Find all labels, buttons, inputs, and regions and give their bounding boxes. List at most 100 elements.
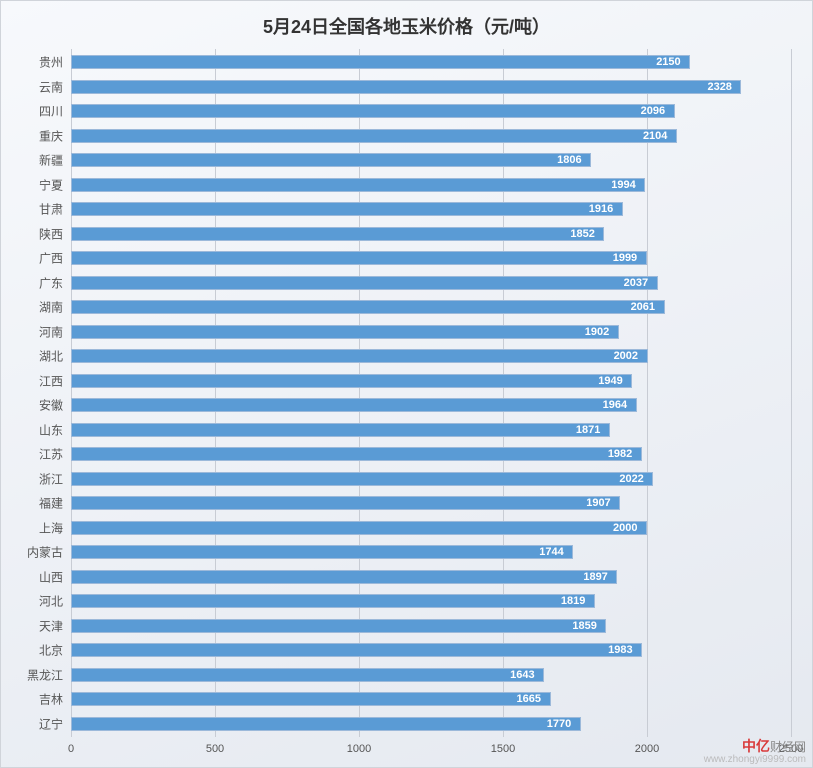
y-category-label: 广西 bbox=[39, 250, 71, 267]
y-category-label: 云南 bbox=[39, 78, 71, 95]
chart-container: 5月24日全国各地玉米价格（元/吨） 05001000150020002500 … bbox=[0, 0, 813, 768]
bar-value-label: 1665 bbox=[517, 693, 541, 705]
y-category-label: 四川 bbox=[39, 103, 71, 120]
bar-value-label: 1859 bbox=[572, 620, 596, 632]
x-tick-label: 0 bbox=[68, 743, 74, 755]
y-category-label: 宁夏 bbox=[39, 176, 71, 193]
bar-row: 新疆1806 bbox=[71, 153, 791, 167]
bar-row: 吉林1665 bbox=[71, 692, 791, 706]
y-category-label: 北京 bbox=[39, 642, 71, 659]
bar-value-label: 2000 bbox=[613, 522, 637, 534]
bar-row: 山西1897 bbox=[71, 570, 791, 584]
bar bbox=[71, 643, 642, 657]
bar bbox=[71, 594, 595, 608]
bar-row: 江西1949 bbox=[71, 374, 791, 388]
bar bbox=[71, 153, 591, 167]
y-category-label: 重庆 bbox=[39, 127, 71, 144]
y-category-label: 甘肃 bbox=[39, 201, 71, 218]
y-category-label: 内蒙古 bbox=[27, 544, 71, 561]
y-category-label: 江西 bbox=[39, 372, 71, 389]
bar bbox=[71, 55, 690, 69]
bar bbox=[71, 398, 637, 412]
y-category-label: 湖北 bbox=[39, 348, 71, 365]
bar-value-label: 1806 bbox=[557, 154, 581, 166]
y-category-label: 广东 bbox=[39, 274, 71, 291]
bar bbox=[71, 521, 647, 535]
bar-value-label: 1770 bbox=[547, 718, 571, 730]
y-category-label: 浙江 bbox=[39, 470, 71, 487]
bar-row: 天津1859 bbox=[71, 619, 791, 633]
bar-row: 北京1983 bbox=[71, 643, 791, 657]
bar-value-label: 1994 bbox=[611, 179, 635, 191]
bar-value-label: 1982 bbox=[608, 448, 632, 460]
bar bbox=[71, 276, 658, 290]
bar-value-label: 2096 bbox=[641, 105, 665, 117]
bar-value-label: 1949 bbox=[598, 375, 622, 387]
y-category-label: 江苏 bbox=[39, 446, 71, 463]
bar-value-label: 1871 bbox=[576, 424, 600, 436]
y-category-label: 陕西 bbox=[39, 225, 71, 242]
y-category-label: 贵州 bbox=[39, 54, 71, 71]
bar-row: 甘肃1916 bbox=[71, 202, 791, 216]
bar-value-label: 2022 bbox=[619, 473, 643, 485]
y-category-label: 辽宁 bbox=[39, 715, 71, 732]
bar-value-label: 2328 bbox=[707, 81, 731, 93]
y-category-label: 山东 bbox=[39, 421, 71, 438]
bar-row: 重庆2104 bbox=[71, 129, 791, 143]
bar-row: 黑龙江1643 bbox=[71, 668, 791, 682]
bar bbox=[71, 423, 610, 437]
bar bbox=[71, 325, 619, 339]
bar-row: 安徽1964 bbox=[71, 398, 791, 412]
bar-row: 浙江2022 bbox=[71, 472, 791, 486]
bar-value-label: 1902 bbox=[585, 326, 609, 338]
bar bbox=[71, 251, 647, 265]
bar-row: 辽宁1770 bbox=[71, 717, 791, 731]
bar bbox=[71, 545, 573, 559]
y-category-label: 湖南 bbox=[39, 299, 71, 316]
bar-value-label: 2037 bbox=[624, 277, 648, 289]
bar-value-label: 1983 bbox=[608, 644, 632, 656]
bar bbox=[71, 80, 741, 94]
bar-row: 河南1902 bbox=[71, 325, 791, 339]
bars-group: 贵州2150云南2328四川2096重庆2104新疆1806宁夏1994甘肃19… bbox=[71, 49, 791, 737]
y-category-label: 河南 bbox=[39, 323, 71, 340]
y-category-label: 山西 bbox=[39, 568, 71, 585]
x-tick-label: 1500 bbox=[491, 743, 515, 755]
bar bbox=[71, 300, 665, 314]
bar-value-label: 1999 bbox=[613, 252, 637, 264]
y-category-label: 吉林 bbox=[39, 691, 71, 708]
bar-value-label: 2061 bbox=[631, 301, 655, 313]
bar-value-label: 1916 bbox=[589, 203, 613, 215]
bar bbox=[71, 619, 606, 633]
bar-row: 上海2000 bbox=[71, 521, 791, 535]
bar-value-label: 1907 bbox=[586, 497, 610, 509]
y-category-label: 黑龙江 bbox=[27, 666, 71, 683]
y-category-label: 安徽 bbox=[39, 397, 71, 414]
bar-row: 湖北2002 bbox=[71, 349, 791, 363]
bar bbox=[71, 692, 551, 706]
bar bbox=[71, 472, 653, 486]
x-tick-label: 2000 bbox=[635, 743, 659, 755]
bar-row: 福建1907 bbox=[71, 496, 791, 510]
y-category-label: 河北 bbox=[39, 593, 71, 610]
bar bbox=[71, 447, 642, 461]
bar bbox=[71, 717, 581, 731]
bar-row: 宁夏1994 bbox=[71, 178, 791, 192]
bar bbox=[71, 202, 623, 216]
plot-area: 05001000150020002500 贵州2150云南2328四川2096重… bbox=[71, 49, 791, 737]
bar-value-label: 1744 bbox=[539, 546, 563, 558]
bar-value-label: 1819 bbox=[561, 595, 585, 607]
bar bbox=[71, 227, 604, 241]
bar-value-label: 1852 bbox=[570, 228, 594, 240]
bar bbox=[71, 570, 617, 584]
bar-value-label: 2002 bbox=[614, 350, 638, 362]
bar bbox=[71, 129, 677, 143]
bar bbox=[71, 496, 620, 510]
bar bbox=[71, 349, 648, 363]
bar-row: 云南2328 bbox=[71, 80, 791, 94]
watermark-url: www.zhongyi9999.com bbox=[704, 754, 806, 765]
bar-row: 内蒙古1744 bbox=[71, 545, 791, 559]
bar bbox=[71, 668, 544, 682]
bar-value-label: 2150 bbox=[656, 56, 680, 68]
bar-row: 湖南2061 bbox=[71, 300, 791, 314]
